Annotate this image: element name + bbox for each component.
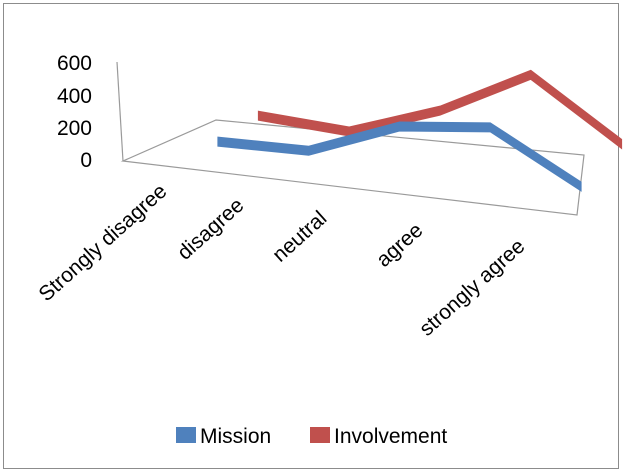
x-tick-label-disagree: disagree <box>173 194 248 265</box>
legend-swatch-involvement <box>310 427 330 443</box>
legend-label-involvement: Involvement <box>334 425 447 448</box>
y-axis-ticks: 0 200 400 600 <box>57 52 92 172</box>
x-tick-label-strongly-disagree: Strongly disagree <box>34 180 171 306</box>
legend-label-mission: Mission <box>200 425 271 448</box>
series-involvement-ribbon <box>257 69 623 150</box>
series-involvement-layer <box>257 69 623 150</box>
legend-swatch-mission <box>176 427 196 443</box>
x-tick-label-neutral: neutral <box>268 207 331 267</box>
x-tick-label-strongly-agree: strongly agree <box>415 235 529 341</box>
series-mission-ribbon <box>217 121 582 192</box>
chart-walls <box>116 61 585 216</box>
floor-plane <box>120 119 585 216</box>
y-tick-label: 0 <box>80 149 92 172</box>
y-tick-label: 600 <box>57 52 92 75</box>
back-wall-edge <box>116 61 124 162</box>
series-mission-layer <box>217 121 582 192</box>
y-tick-label: 200 <box>57 117 92 140</box>
legend: Mission Involvement <box>176 425 447 448</box>
x-tick-label-agree: agree <box>372 219 427 272</box>
x-axis-ticks: Strongly disagree disagree neutral agreestr… <box>34 180 529 341</box>
y-tick-label: 400 <box>57 85 92 108</box>
